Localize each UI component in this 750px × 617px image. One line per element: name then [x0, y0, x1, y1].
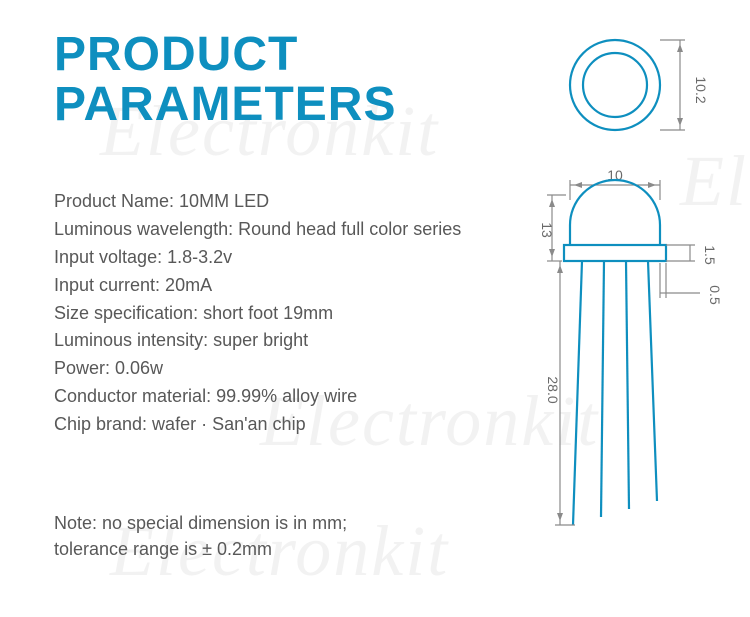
led-lead [626, 261, 629, 509]
dim-flange-height: 1.5 [702, 245, 718, 265]
note-line-1: Note: no special dimension is in mm; [54, 510, 347, 536]
spec-row: Power: 0.06w [54, 355, 461, 383]
note: Note: no special dimension is in mm; tol… [54, 510, 347, 562]
dim-outer-diameter: 10.2 [693, 76, 709, 103]
spec-row: Input voltage: 1.8-3.2v [54, 244, 461, 272]
top-view: 10.2 [570, 40, 709, 130]
spec-row: Luminous intensity: super bright [54, 327, 461, 355]
spec-row: Product Name: 10MM LED [54, 188, 461, 216]
led-lead [601, 261, 604, 517]
spec-row: Chip brand: wafer · San'an chip [54, 411, 461, 439]
spec-row: Conductor material: 99.99% alloy wire [54, 383, 461, 411]
spec-row: Input current: 20mA [54, 272, 461, 300]
title-line-1: PRODUCT [54, 30, 396, 80]
spec-row: Luminous wavelength: Round head full col… [54, 216, 461, 244]
title-line-2: PARAMETERS [54, 80, 396, 130]
note-line-2: tolerance range is ± 0.2mm [54, 536, 347, 562]
spec-row: Size specification: short foot 19mm [54, 300, 461, 328]
page-title: PRODUCT PARAMETERS [54, 30, 396, 131]
led-lead [573, 261, 582, 525]
side-view: 10 13 1.5 0.5 28.0 [539, 167, 723, 525]
led-diagram: 10.2 10 13 1.5 0.5 [530, 25, 740, 585]
dim-body-height: 13 [539, 222, 555, 238]
dim-flange-ext: 0.5 [707, 285, 723, 305]
spec-list: Product Name: 10MM LEDLuminous wavelengt… [54, 188, 461, 439]
dim-lead-length: 28.0 [545, 376, 561, 403]
led-lead [648, 261, 657, 501]
